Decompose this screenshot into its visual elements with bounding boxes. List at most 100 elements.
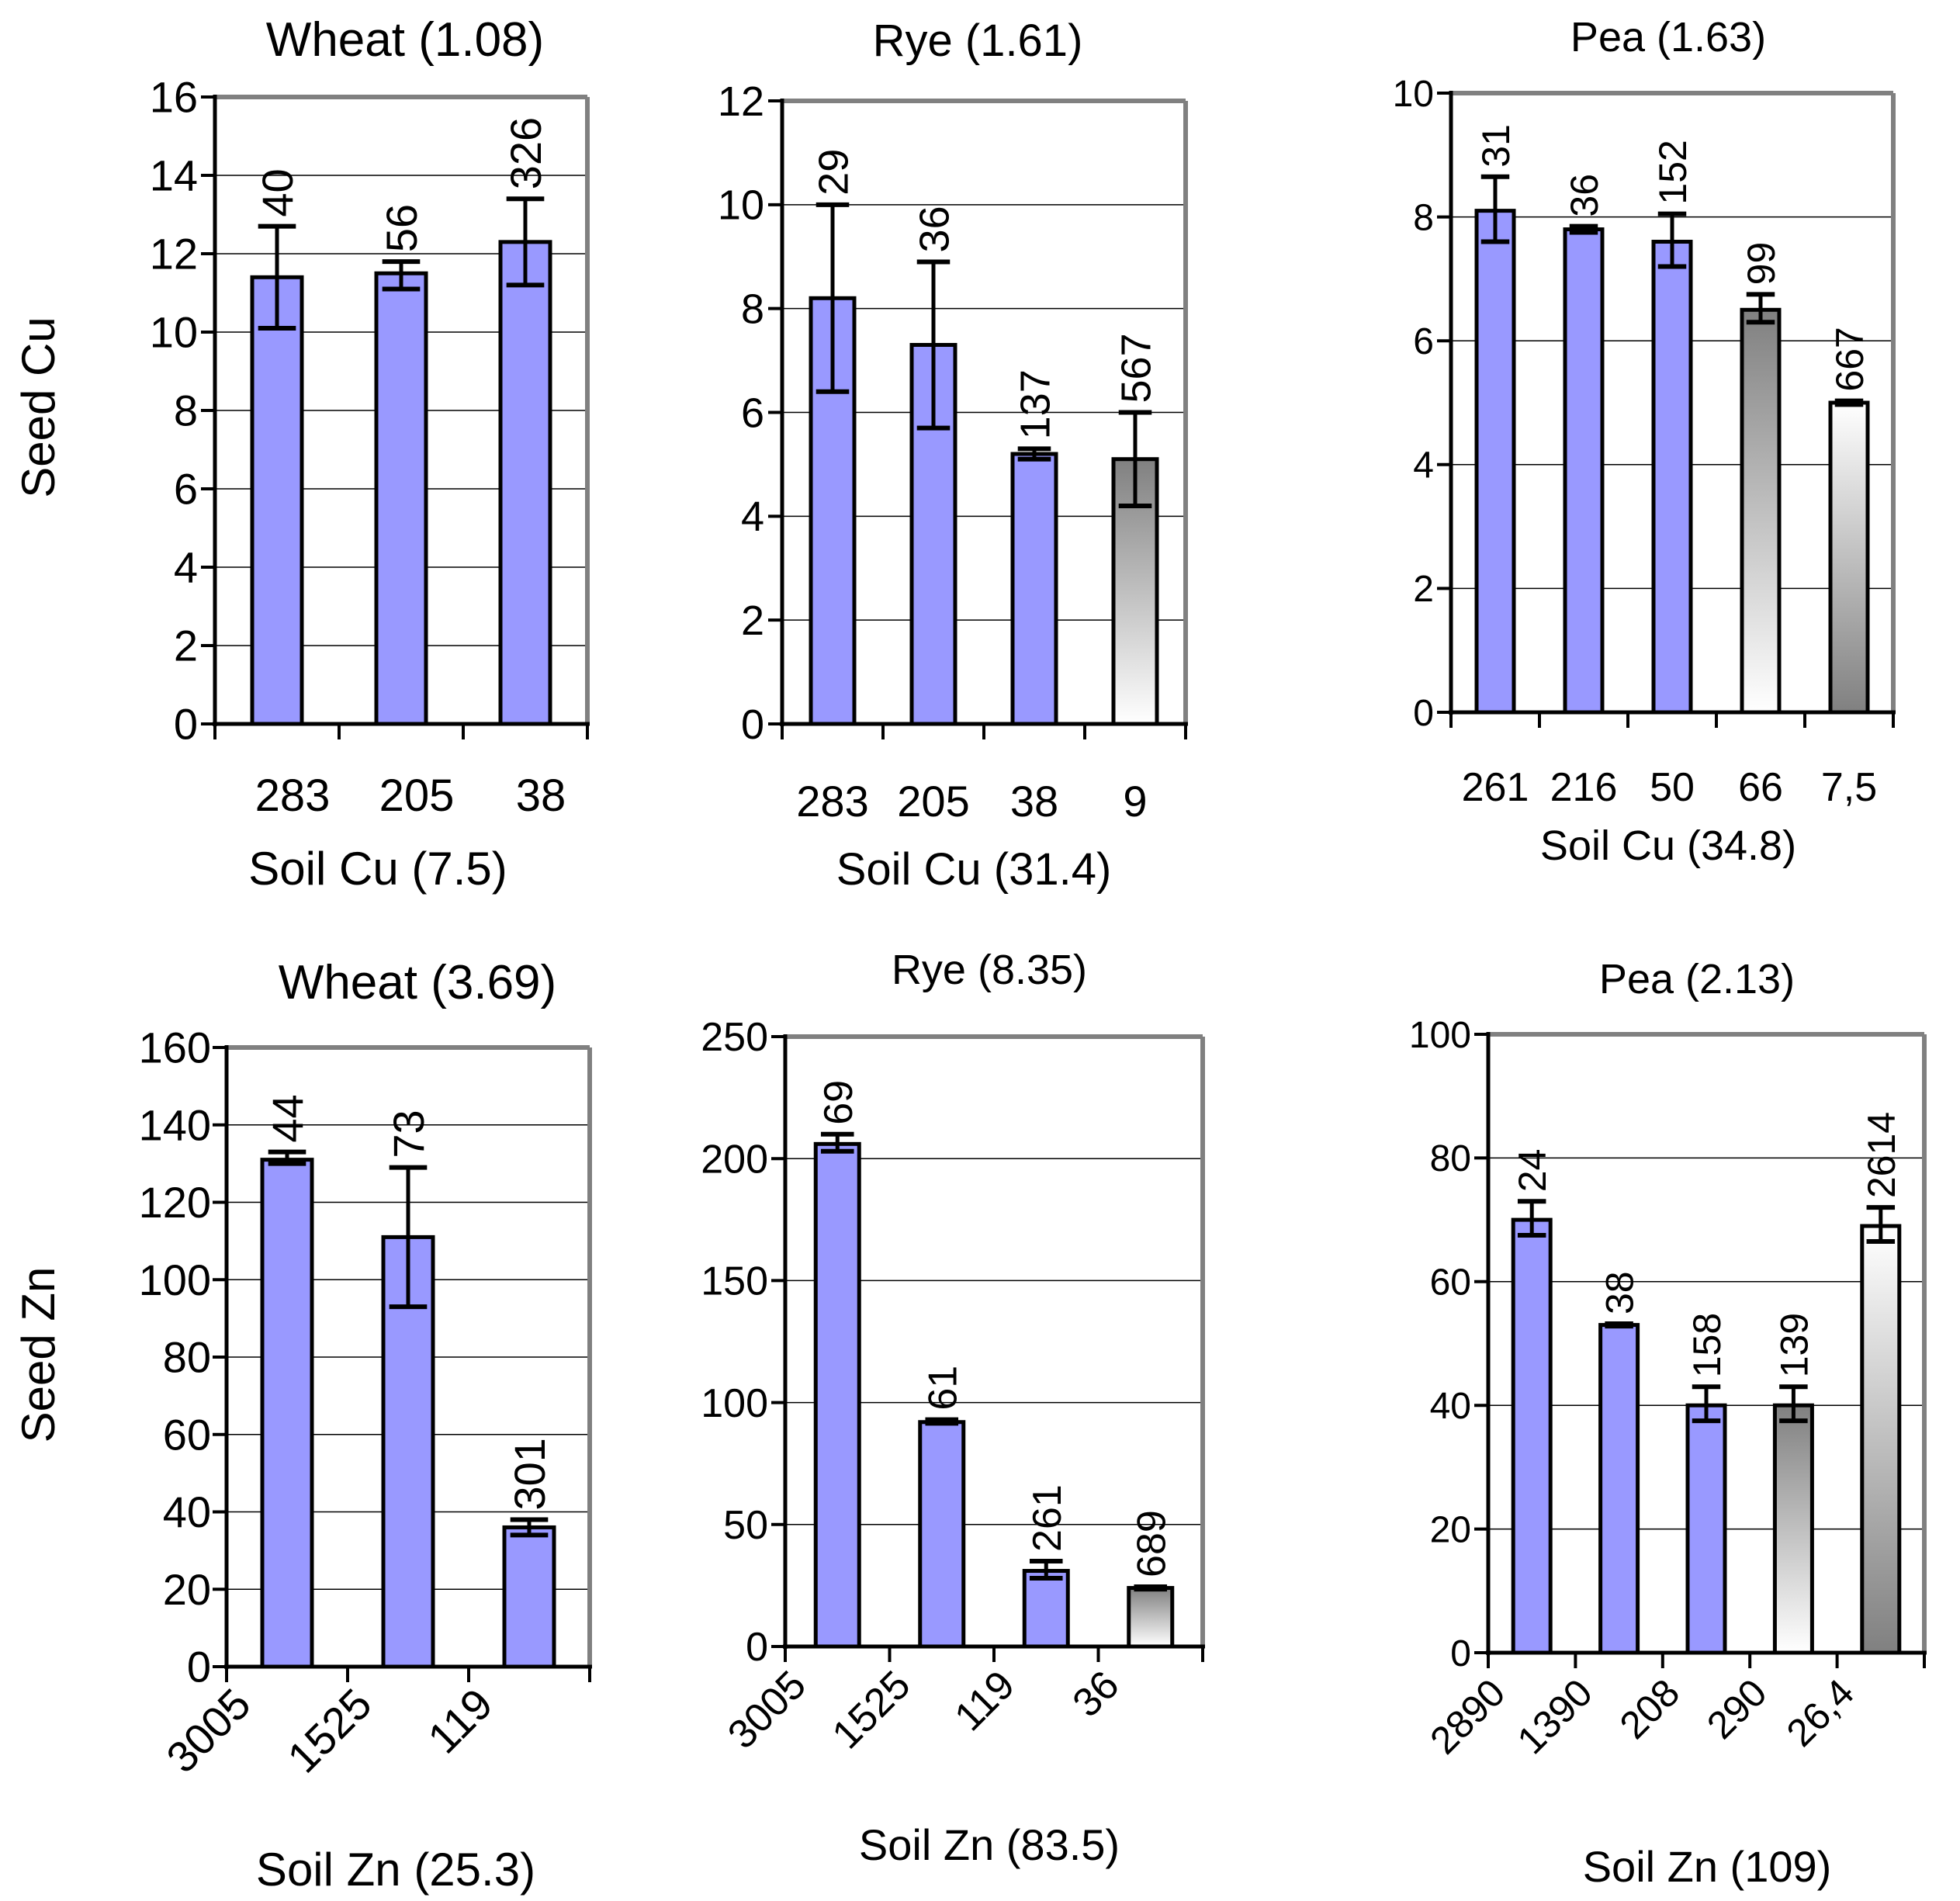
bar [1474, 209, 1516, 715]
data-label: 56 [377, 204, 426, 252]
x-tick-label: 2890 [1422, 1671, 1513, 1762]
x-tick-label: 38 [516, 770, 566, 821]
data-label: 29 [810, 149, 857, 196]
data-label: 567 [1113, 333, 1159, 403]
data-label: 689 [1129, 1510, 1174, 1577]
data-label: 31 [1474, 124, 1518, 168]
x-tick-label: 283 [255, 770, 331, 821]
data-label: 667 [1828, 327, 1872, 391]
y-tick-label: 80 [1430, 1138, 1471, 1179]
y-tick-label: 0 [187, 1643, 211, 1692]
plot-area: 0 2 4 6 8 10 31 261 36 216 152 50 99 66 667 7,5 [1393, 74, 1896, 810]
x-tick-label: 26,4 [1778, 1671, 1862, 1754]
x-tick-label: 9 [1123, 777, 1147, 826]
bar [1772, 1403, 1814, 1655]
chart-panel-wheat-cu: Wheat (1.08) Seed Cu Soil Cu (7.5) 0 2 4 6 8… [12, 13, 590, 895]
x-tick-label: 205 [897, 777, 969, 826]
data-label: 36 [911, 206, 957, 252]
x-tick-label: 216 [1550, 765, 1618, 810]
bar [1740, 307, 1782, 715]
chart-title: Wheat (1.08) [266, 13, 544, 67]
y-tick-label: 10 [150, 308, 198, 357]
y-tick-label: 8 [174, 386, 198, 435]
data-label: 36 [1563, 174, 1606, 217]
data-label: 152 [1651, 140, 1695, 204]
x-tick-label: 3005 [157, 1679, 260, 1782]
data-label: 44 [263, 1094, 312, 1142]
bar [1828, 400, 1870, 715]
x-tick-label: 261 [1462, 765, 1529, 810]
x-axis-label: Soil Zn (109) [1583, 1842, 1832, 1891]
data-label: 137 [1012, 369, 1058, 439]
y-tick-label: 160 [139, 1023, 211, 1072]
bar [909, 343, 957, 726]
x-axis-label: Soil Cu (34.8) [1540, 822, 1796, 869]
y-tick-label: 250 [701, 1015, 768, 1060]
data-label: 24 [1511, 1149, 1554, 1193]
plot-area: 0 20 40 60 80 100 120 140 160 44 3005 73 1525 301 119 [139, 1023, 592, 1782]
data-label: 69 [816, 1080, 861, 1125]
y-axis-label: Seed Cu [12, 317, 64, 498]
chart-panel-rye-cu: Rye (1.61) Soil Cu (31.4) 0 2 4 6 8 10 12 29 283… [718, 16, 1188, 895]
chart-title: Rye (1.61) [873, 16, 1083, 66]
x-tick-label: 7,5 [1821, 765, 1877, 810]
y-tick-label: 100 [1409, 1015, 1471, 1056]
bar [809, 296, 857, 726]
data-label: 40 [253, 168, 302, 216]
x-tick-label: 3005 [719, 1662, 815, 1757]
x-axis-label: Soil Cu (7.5) [248, 843, 507, 895]
x-tick-label: 205 [379, 770, 455, 821]
y-tick-label: 8 [1413, 197, 1434, 238]
x-tick-label: 1525 [824, 1662, 919, 1757]
x-tick-label: 208 [1612, 1671, 1688, 1747]
y-tick-label: 20 [1430, 1509, 1471, 1550]
y-tick-label: 100 [701, 1381, 768, 1426]
x-tick-label: 38 [1010, 777, 1058, 826]
x-tick-label: 283 [796, 777, 868, 826]
y-tick-label: 4 [741, 493, 764, 540]
data-label: 73 [384, 1110, 433, 1158]
bar [260, 1158, 314, 1669]
y-tick-label: 40 [1430, 1386, 1471, 1427]
bar [1563, 227, 1605, 715]
plot-area: 0 2 4 6 8 10 12 29 283 36 205 137 38 567 9 [718, 78, 1188, 826]
y-tick-label: 0 [1413, 693, 1434, 734]
bar [1511, 1217, 1553, 1655]
y-tick-label: 60 [163, 1410, 211, 1459]
y-tick-label: 2 [174, 622, 198, 670]
chart-title: Wheat (3.69) [279, 956, 556, 1009]
y-tick-label: 2 [741, 597, 764, 644]
y-tick-label: 4 [1413, 445, 1434, 487]
x-tick-label: 66 [1738, 765, 1783, 810]
x-axis-label: Soil Zn (83.5) [859, 1820, 1120, 1869]
chart-title: Pea (2.13) [1599, 956, 1795, 1002]
y-tick-label: 0 [741, 701, 764, 748]
bar [1685, 1403, 1727, 1655]
y-tick-label: 80 [163, 1333, 211, 1382]
y-tick-label: 60 [1430, 1262, 1471, 1304]
chart-title: Rye (8.35) [892, 947, 1087, 993]
y-tick-label: 6 [174, 465, 198, 514]
bar [1598, 1323, 1640, 1655]
chart-panel-rye-zn: Rye (8.35) Soil Zn (83.5) 0 50 100 150 200 25… [701, 947, 1205, 1869]
data-label: 38 [1598, 1271, 1642, 1314]
plot-area: 0 50 100 150 200 250 69 3005 61 1525 261 119 689 36 [701, 1015, 1205, 1757]
y-tick-label: 10 [718, 182, 764, 229]
y-tick-label: 0 [1450, 1633, 1471, 1674]
x-tick-label: 1525 [278, 1679, 381, 1782]
x-axis-label: Soil Cu (31.4) [836, 844, 1112, 895]
y-tick-label: 0 [174, 700, 198, 749]
y-tick-label: 6 [1413, 321, 1434, 362]
chart-panel-pea-cu: Pea (1.63) Soil Cu (34.8) 0 2 4 6 8 10 31 261 36… [1393, 14, 1896, 869]
chart-panel-wheat-zn: Wheat (3.69) Seed Zn Soil Zn (25.3) 0 20 4… [12, 956, 592, 1896]
y-tick-label: 120 [139, 1178, 211, 1227]
y-tick-label: 0 [746, 1625, 768, 1670]
x-tick-label: 119 [418, 1679, 502, 1763]
y-tick-label: 20 [163, 1565, 211, 1614]
bar [1651, 240, 1693, 715]
data-label: 261 [1025, 1484, 1070, 1552]
chart-panel-pea-zn: Pea (2.13) Soil Zn (109) 0 20 40 60 80 100 24 2… [1409, 956, 1927, 1891]
y-axis-label: Seed Zn [12, 1267, 64, 1443]
x-tick-label: 1390 [1509, 1671, 1601, 1762]
